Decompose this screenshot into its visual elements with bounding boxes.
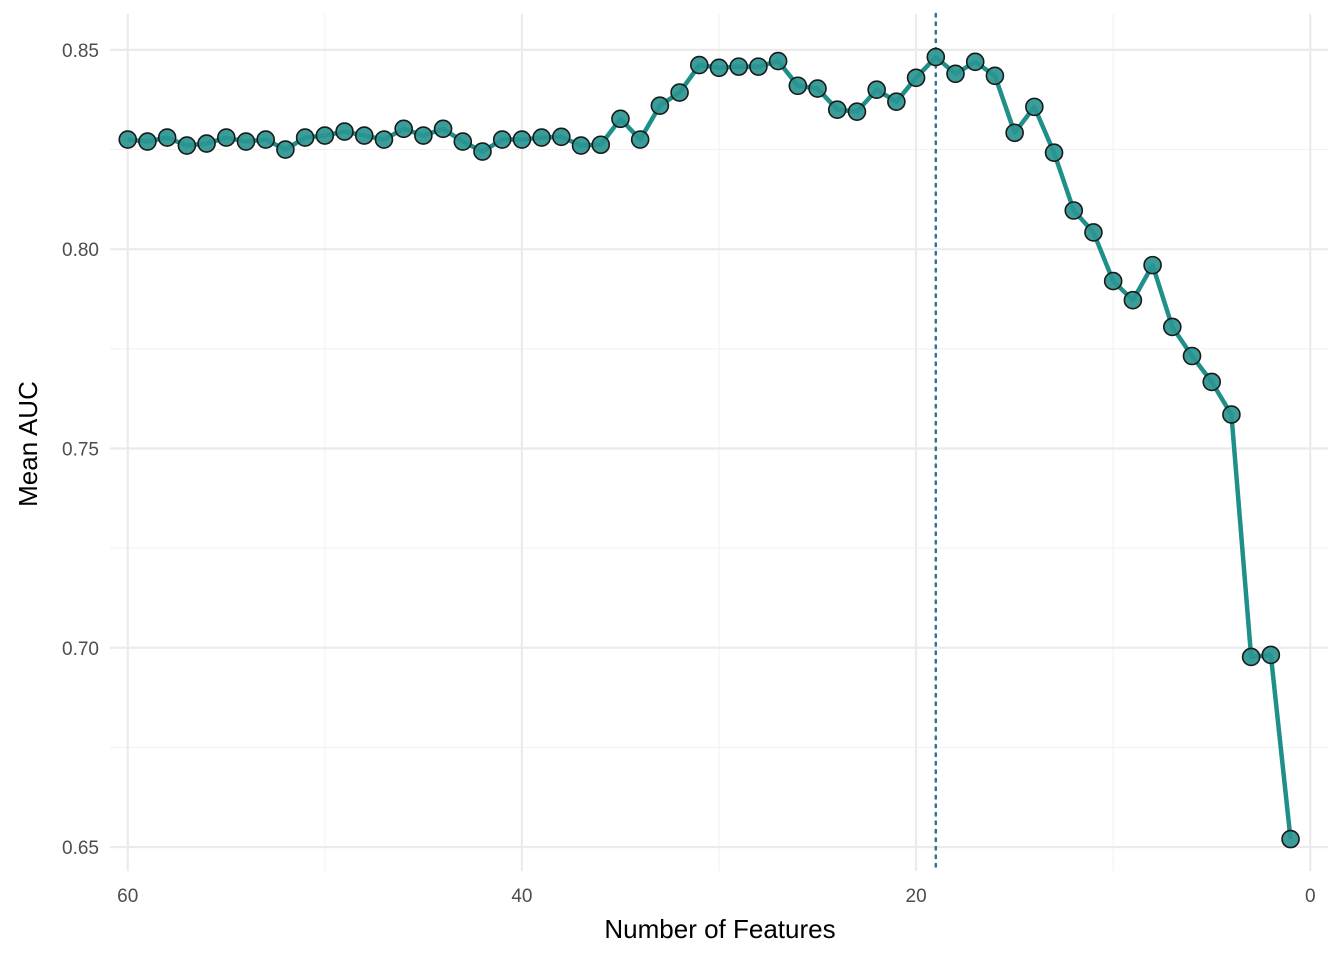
- data-point: [216, 128, 236, 147]
- data-point: [1281, 829, 1300, 849]
- data-point: [867, 80, 886, 100]
- data-point: [709, 58, 729, 78]
- data-point: [118, 130, 138, 149]
- data-point: [138, 132, 157, 151]
- data-point: [729, 57, 749, 76]
- data-point: [591, 135, 611, 155]
- data-point: [1005, 123, 1024, 143]
- x-axis-title: Number of Features: [604, 914, 835, 944]
- y-axis-title: Mean AUC: [13, 381, 43, 507]
- data-point: [906, 68, 926, 88]
- data-point: [473, 142, 492, 161]
- data-point: [315, 126, 335, 145]
- data-point: [1025, 97, 1044, 117]
- data-point: [611, 109, 630, 129]
- y-tick-label: 0.75: [62, 439, 99, 460]
- x-tick-labels: 60 40 20 0: [117, 886, 1315, 907]
- data-point: [354, 126, 374, 145]
- data-point: [847, 102, 867, 121]
- data-point: [276, 140, 295, 159]
- data-point: [689, 55, 709, 75]
- data-point: [552, 127, 571, 147]
- data-point: [768, 51, 788, 71]
- y-tick-label: 0.70: [62, 639, 99, 660]
- data-point: [157, 128, 177, 147]
- y-tick-label: 0.65: [62, 838, 99, 859]
- data-point: [532, 128, 551, 147]
- data-point: [1103, 271, 1123, 291]
- data-point: [295, 128, 315, 147]
- data-point: [177, 136, 197, 155]
- data-point: [808, 79, 827, 98]
- data-point: [1123, 290, 1143, 310]
- data-point: [512, 130, 532, 149]
- data-point: [492, 130, 512, 149]
- data-point: [946, 64, 965, 84]
- major-gridlines: [110, 14, 1328, 871]
- data-point: [1064, 201, 1084, 220]
- data-points-layer: [118, 47, 1300, 849]
- data-point: [670, 83, 689, 102]
- data-point: [236, 132, 256, 151]
- data-point: [1241, 647, 1261, 667]
- data-point: [1222, 405, 1241, 424]
- data-point: [1202, 372, 1222, 392]
- data-point: [965, 52, 985, 72]
- data-point: [926, 47, 946, 67]
- data-point: [630, 130, 650, 149]
- y-tick-labels: 0.65 0.70 0.75 0.80 0.85: [62, 41, 99, 859]
- data-point: [197, 134, 216, 153]
- x-tick-label: 20: [906, 886, 927, 907]
- data-point: [788, 76, 808, 96]
- data-point: [1182, 346, 1202, 366]
- data-point: [650, 96, 670, 115]
- y-tick-label: 0.85: [62, 41, 99, 62]
- data-point: [1084, 223, 1103, 242]
- data-point: [887, 92, 906, 111]
- x-tick-label: 40: [511, 886, 532, 907]
- data-point: [433, 119, 453, 139]
- x-tick-label: 60: [117, 886, 138, 907]
- minor-gridlines: [110, 14, 1328, 871]
- data-point: [374, 130, 394, 149]
- data-point: [571, 136, 591, 155]
- data-point: [985, 66, 1005, 86]
- data-point: [394, 119, 413, 139]
- data-point: [1261, 645, 1281, 665]
- data-point: [335, 122, 354, 141]
- x-tick-label: 0: [1305, 886, 1316, 907]
- y-tick-label: 0.80: [62, 240, 99, 261]
- data-point: [1044, 143, 1064, 163]
- data-point: [256, 130, 275, 149]
- data-point: [1143, 255, 1162, 275]
- data-point: [414, 126, 433, 145]
- data-point: [1163, 317, 1182, 337]
- data-point: [827, 100, 847, 119]
- data-point: [749, 57, 768, 76]
- data-point: [453, 132, 473, 151]
